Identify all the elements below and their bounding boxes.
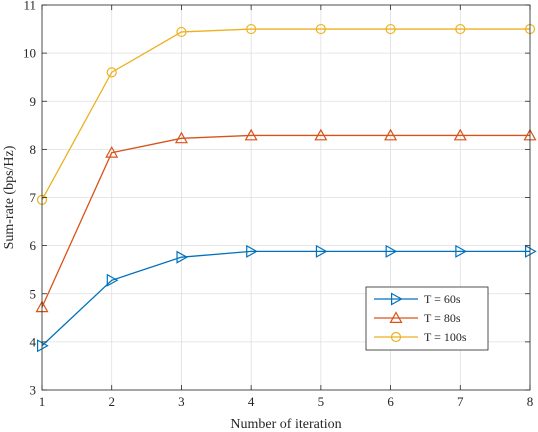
data-point — [385, 23, 396, 35]
legend-entry: T = 80s — [374, 311, 461, 325]
x-tick-label: 2 — [108, 394, 115, 409]
x-tick-label: 8 — [527, 394, 534, 409]
data-point — [315, 23, 326, 35]
x-tick-label: 3 — [178, 394, 185, 409]
x-tick-label: 7 — [457, 394, 464, 409]
x-tick-label: 1 — [39, 394, 46, 409]
x-axis-label: Number of iteration — [230, 417, 341, 432]
y-tick-label: 3 — [30, 383, 37, 398]
legend-marker — [391, 292, 403, 306]
series-layer — [35, 23, 537, 353]
legend-label: T = 80s — [424, 311, 461, 325]
data-point — [314, 128, 328, 141]
legend-entry: T = 100s — [374, 330, 467, 344]
legend-entry: T = 60s — [374, 292, 461, 306]
data-point — [244, 128, 258, 141]
data-point — [315, 244, 328, 258]
series-line — [41, 134, 530, 308]
y-tick-label: 11 — [23, 0, 36, 13]
x-tick-label: 6 — [387, 394, 394, 409]
series-line — [41, 250, 530, 347]
y-tick-label: 5 — [30, 286, 37, 301]
y-tick-label: 6 — [30, 238, 37, 253]
legend-marker — [390, 331, 402, 343]
legend-marker — [389, 311, 403, 323]
x-tick-label: 5 — [318, 394, 325, 409]
data-point — [176, 26, 187, 38]
legend-label: T = 60s — [424, 292, 461, 306]
data-point — [453, 128, 467, 141]
data-point — [106, 273, 119, 287]
y-axis-label: Sum-rate (bps/Hz) — [2, 145, 17, 249]
data-point — [385, 244, 398, 258]
y-tick-label: 8 — [30, 142, 37, 157]
data-point — [246, 244, 258, 258]
series-1 — [36, 244, 537, 353]
legend: T = 60s T = 80s T = 100s — [365, 286, 489, 351]
data-point — [105, 146, 119, 158]
x-tick-label: 4 — [248, 394, 255, 409]
y-tick-label: 10 — [23, 46, 36, 61]
data-point — [524, 244, 537, 258]
y-tick-label: 9 — [30, 94, 37, 109]
data-point — [246, 23, 257, 35]
series-line — [41, 28, 530, 201]
data-point — [106, 67, 117, 78]
axis-ticks: 1 2 3 4 5 6 7 8 3 4 5 6 7 8 9 10 11 — [23, 0, 533, 409]
y-tick-label: 4 — [30, 334, 37, 349]
data-point — [455, 23, 466, 35]
data-point — [174, 131, 188, 144]
data-point — [176, 250, 189, 264]
legend-label: T = 100s — [424, 330, 467, 344]
data-point — [36, 339, 49, 353]
data-point — [455, 244, 468, 258]
data-point — [384, 128, 398, 141]
y-tick-label: 7 — [30, 190, 37, 205]
